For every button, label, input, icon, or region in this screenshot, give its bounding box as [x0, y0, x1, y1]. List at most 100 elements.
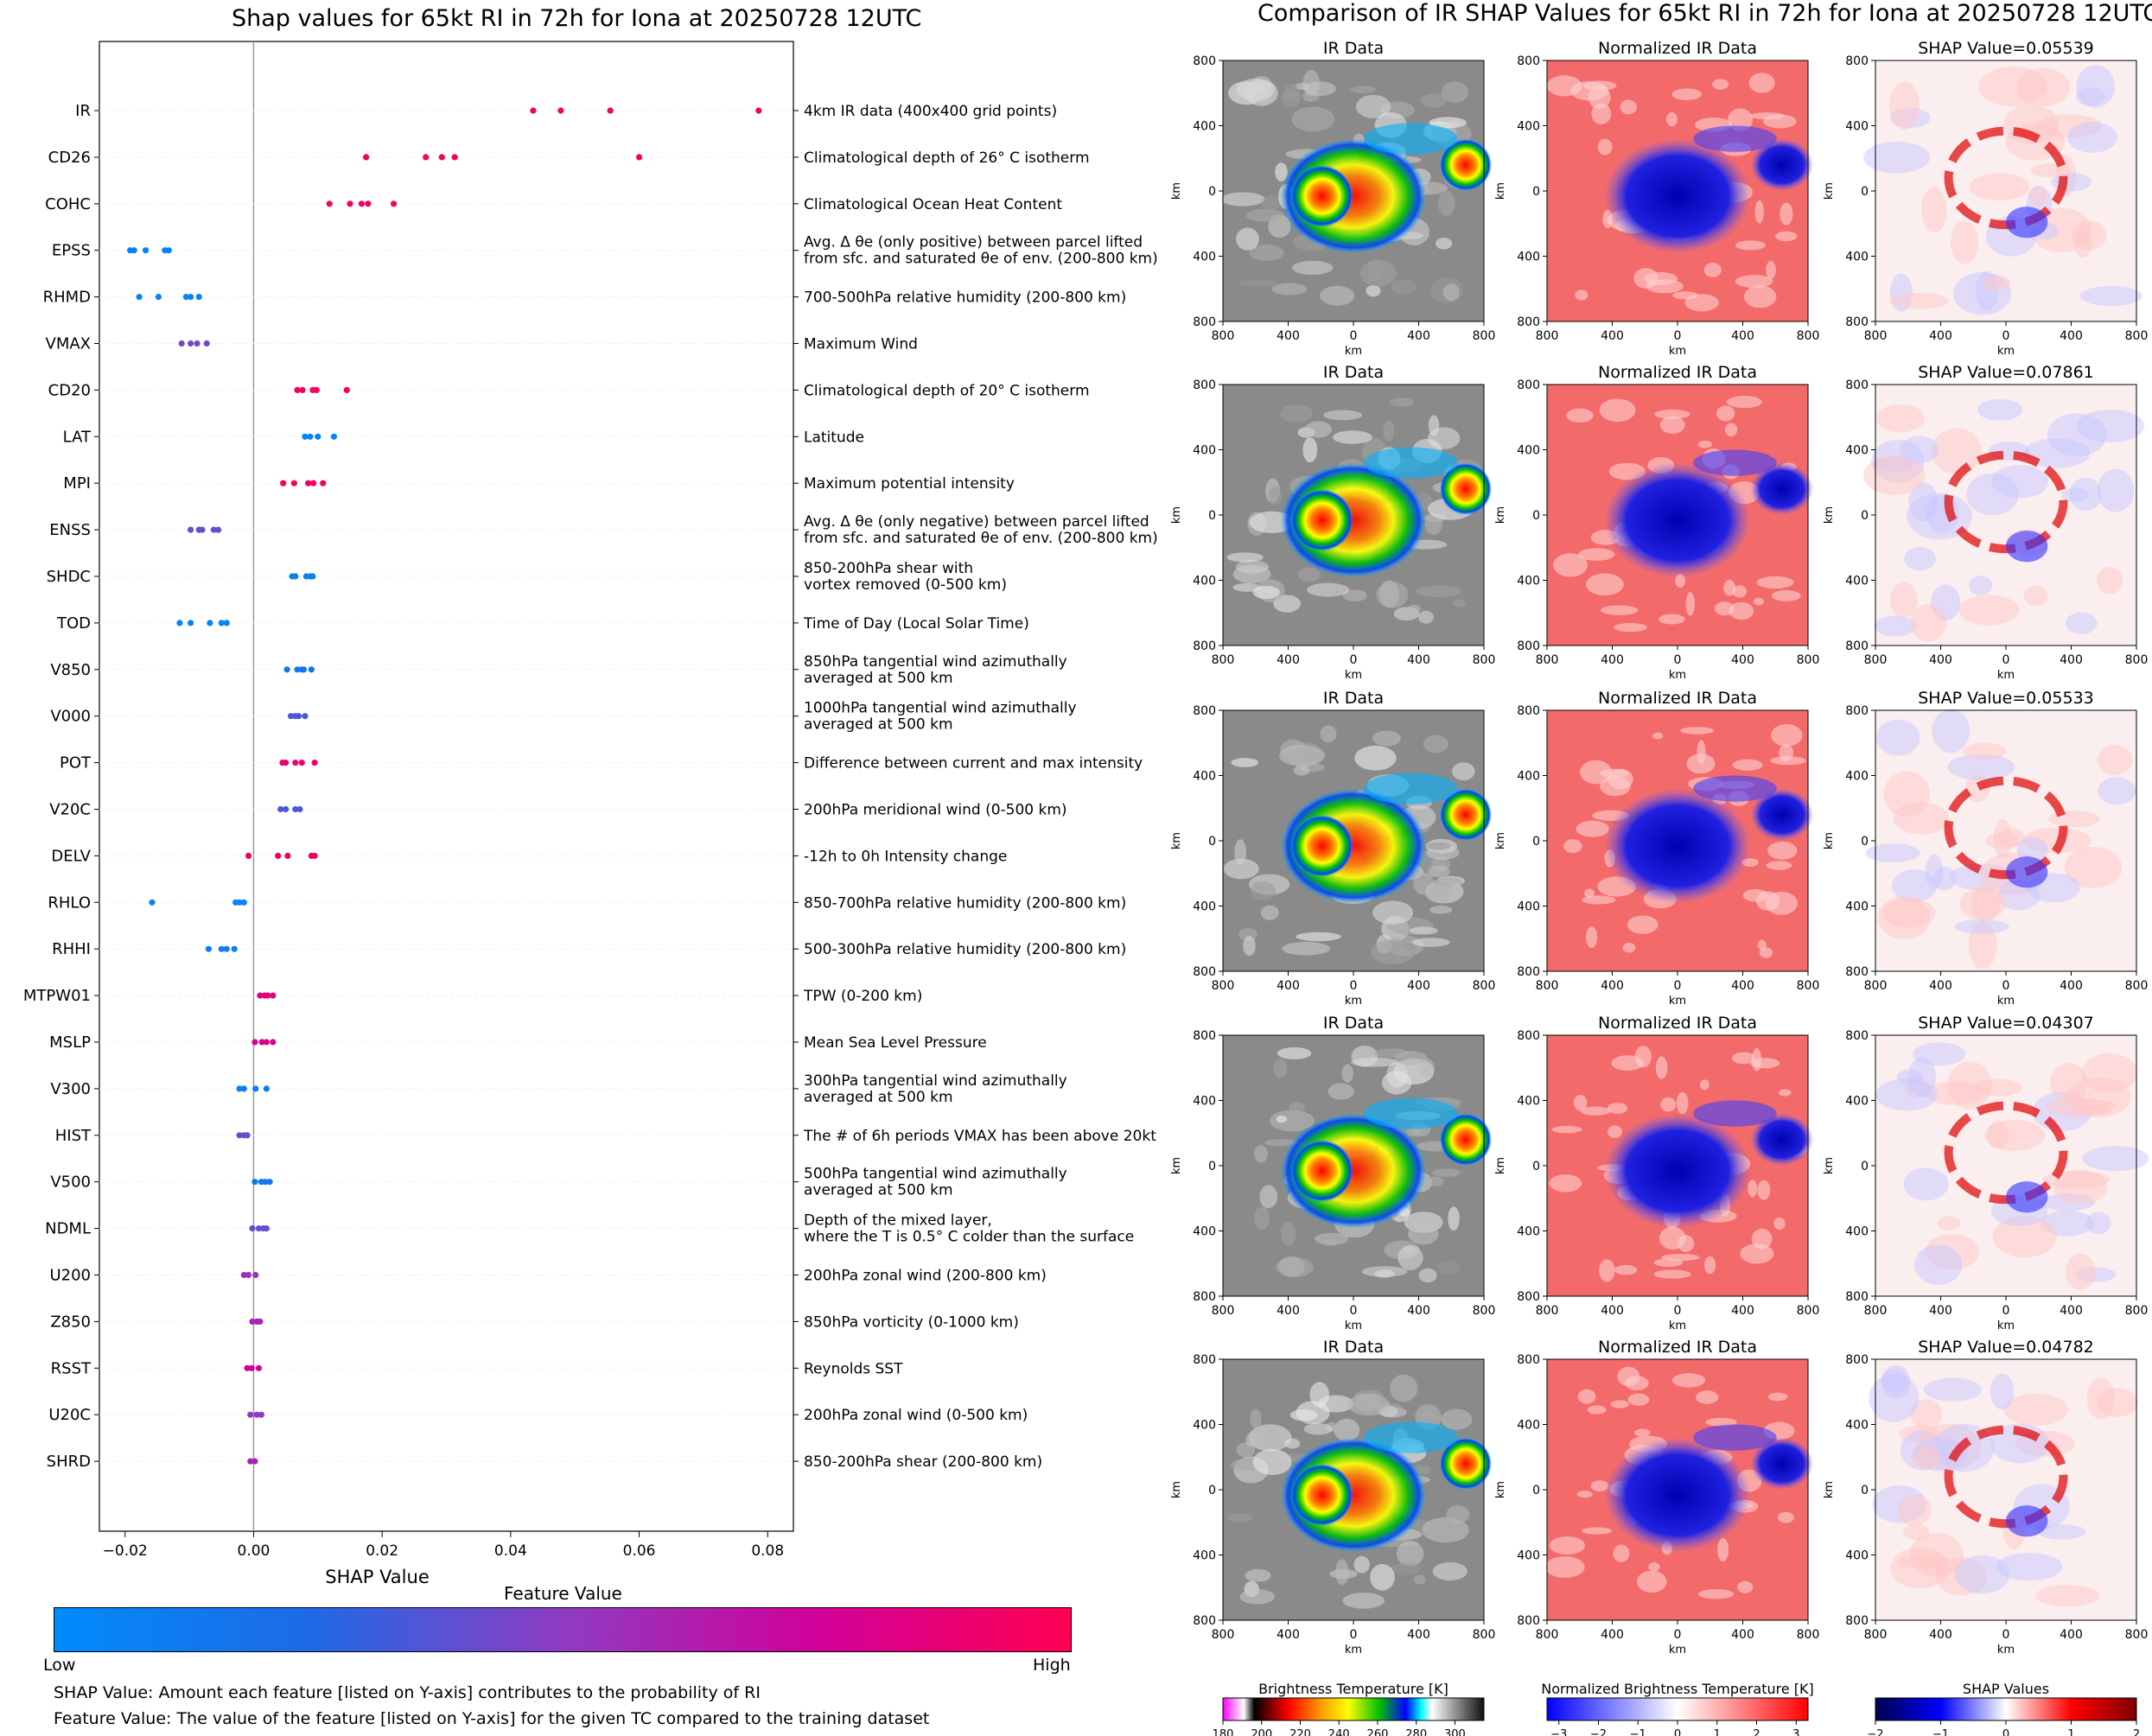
cloud-patch [1411, 938, 1450, 947]
feature-label: U20C [48, 1406, 91, 1424]
norm-patch [1580, 760, 1613, 785]
norm-patch [1599, 1259, 1615, 1282]
y-tick-label: 400 [1193, 1225, 1216, 1239]
cloud-patch [1223, 858, 1259, 880]
shap-patch [1996, 1553, 2063, 1581]
shap-point [283, 666, 290, 673]
y-tick-label: 400 [1517, 251, 1540, 264]
feature-label: IR [75, 102, 91, 120]
y-tick-label: 800 [1193, 1029, 1216, 1043]
y-tick-label: 800 [1193, 54, 1216, 68]
cloud-patch [1342, 589, 1367, 602]
shap-ring [1944, 1425, 2068, 1529]
norm-patch [1757, 1180, 1771, 1200]
norm-patch [1581, 1527, 1613, 1535]
shap-point [187, 526, 194, 533]
shap-point [530, 107, 537, 114]
cloud-patch [1282, 941, 1331, 956]
shap-point [251, 1458, 258, 1465]
norm-cell [1750, 788, 1814, 841]
shap-point [223, 945, 230, 952]
norm-patch [1678, 1235, 1695, 1252]
shap-patch [2085, 1211, 2111, 1235]
norm-patch [1599, 398, 1636, 423]
x-tick-label: 0 [2002, 329, 2010, 343]
shap-point [307, 433, 314, 440]
shap-patch [1969, 575, 1993, 595]
feature-label: V850 [50, 661, 91, 679]
x-axis-label: km [1997, 1644, 2015, 1657]
x-axis-label: km [1669, 669, 1686, 682]
x-tick-label: 800 [1797, 653, 1820, 667]
shap-point [266, 1179, 273, 1186]
x-tick-label: −0.02 [103, 1542, 148, 1560]
norm-patch [1659, 416, 1685, 434]
cloud-patch [1426, 842, 1451, 850]
feature-description: from sfc. and saturated θe of env. (200-… [804, 251, 1158, 268]
norm-patch [1756, 575, 1794, 589]
norm-patch [1717, 1537, 1729, 1562]
feature-description: 850-200hPa shear with [804, 560, 973, 577]
y-tick-label: 0 [1861, 1484, 1869, 1498]
cloud-patch [1418, 610, 1434, 624]
norm-patch [1636, 1570, 1667, 1593]
feature-description: vortex removed (0-500 km) [804, 576, 1007, 594]
x-axis-label: km [1669, 1319, 1686, 1332]
panel-frame [1546, 384, 1809, 646]
x-tick-label: 800 [2125, 1304, 2149, 1318]
shap-patch [2030, 162, 2072, 178]
panel-frame [1222, 1034, 1485, 1297]
cloud-patch [1289, 1102, 1305, 1113]
cloud-patch [1389, 397, 1415, 407]
shap-patch [2086, 1377, 2116, 1420]
x-tick-label: 400 [1929, 979, 1952, 993]
norm-patch [1653, 1269, 1691, 1279]
feature-value-note: Feature Value: The value of the feature … [54, 1709, 930, 1728]
panel-frame [1875, 1034, 2137, 1297]
y-axis-label: km [1494, 1481, 1507, 1498]
panel-frame [1222, 709, 1485, 972]
cloud-patch [1332, 430, 1372, 444]
cloud-patch [1231, 758, 1259, 767]
cold-band [1364, 447, 1458, 479]
shap-point [249, 1318, 256, 1325]
cloud-patch [1419, 1059, 1435, 1078]
storm-band [1290, 164, 1353, 228]
cloud-patch [1261, 195, 1282, 211]
shap-patch [2053, 1170, 2108, 1205]
cloud-patch [1448, 1206, 1460, 1231]
cloud-patch [1238, 928, 1258, 941]
shap-point [309, 573, 316, 580]
x-axis-label: km [1345, 1319, 1362, 1332]
feature-label: V500 [50, 1173, 91, 1192]
colorbar-tick-label: 1 [2067, 1728, 2074, 1736]
shap-patch [1889, 81, 1920, 130]
x-tick-label: 400 [1277, 979, 1300, 993]
x-tick-label: 400 [1407, 1304, 1430, 1318]
cloud-patch [1279, 404, 1314, 423]
colorbar-tick-label: −2 [1867, 1728, 1883, 1736]
y-tick-label: 400 [1517, 1225, 1540, 1239]
normalized-ir-title: Normalized IR Data [1598, 39, 1757, 58]
norm-patch [1740, 1243, 1774, 1264]
y-tick-label: 0 [1208, 185, 1216, 199]
cloud-patch [1284, 1438, 1301, 1449]
norm-patch [1613, 1544, 1630, 1562]
cloud-patch [1431, 1168, 1461, 1177]
colorbar-low-label: Low [43, 1656, 76, 1675]
shap-negative [2006, 1181, 2048, 1213]
shap-point [236, 1085, 243, 1092]
norm-patch [1729, 601, 1754, 620]
shap-point [320, 480, 327, 486]
shap-value-title: SHAP Value=0.04307 [1918, 1014, 2094, 1033]
shap-point [253, 1411, 260, 1418]
norm-patch [1607, 1102, 1628, 1115]
cloud-patch [1227, 1513, 1254, 1523]
norm-patch [1737, 1580, 1754, 1593]
shap-point [365, 200, 372, 207]
cloud-patch [1427, 1176, 1444, 1186]
feature-description: 700-500hPa relative humidity (200-800 km… [804, 289, 1126, 307]
